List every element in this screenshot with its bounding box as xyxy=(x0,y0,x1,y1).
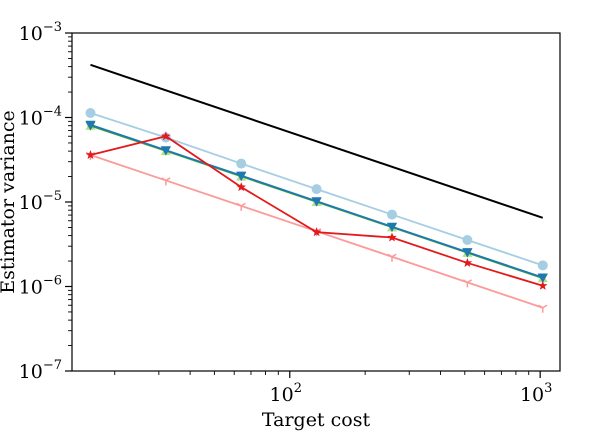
data-point xyxy=(85,120,96,130)
data-point xyxy=(386,209,397,220)
x-axis-label: Target cost xyxy=(262,409,371,431)
y-tick-label: 10−7 xyxy=(19,358,62,383)
data-point xyxy=(160,146,171,156)
data-point xyxy=(236,158,247,169)
data-point xyxy=(85,149,96,160)
data-point xyxy=(85,108,96,119)
data-point xyxy=(387,232,397,242)
series-0 xyxy=(90,63,544,219)
y-tick-label: 10−5 xyxy=(19,189,62,214)
data-point xyxy=(462,235,473,246)
x-tick-label: 102 xyxy=(270,381,302,406)
data-point xyxy=(462,257,473,267)
y-tick-label: 10−6 xyxy=(19,274,62,299)
x-axis-ticks: 102 103 xyxy=(114,371,552,406)
data-point xyxy=(311,184,322,195)
y-tick-label: 10−3 xyxy=(19,20,62,45)
x-tick-label: 103 xyxy=(520,381,552,406)
series-6 xyxy=(85,131,548,290)
data-point xyxy=(311,227,322,237)
data-point xyxy=(462,248,473,258)
series-line xyxy=(90,63,544,219)
series-layer xyxy=(85,63,548,313)
y-axis-ticks: 10−7 10−6 10−5 10−4 10−3 xyxy=(19,20,72,383)
data-point xyxy=(538,280,548,290)
data-point xyxy=(537,273,548,283)
data-point xyxy=(538,304,548,313)
data-point xyxy=(236,202,246,211)
data-point xyxy=(161,131,171,141)
y-axis-label: Estimator variance xyxy=(0,110,19,294)
data-point xyxy=(462,279,473,288)
data-point xyxy=(386,222,397,232)
series-4 xyxy=(85,120,548,283)
data-point xyxy=(387,253,397,262)
y-tick-label: 10−4 xyxy=(19,105,62,130)
series-line xyxy=(90,135,544,287)
series-1 xyxy=(85,108,548,271)
data-point xyxy=(311,197,322,207)
data-point xyxy=(161,177,171,186)
data-point xyxy=(537,260,548,271)
data-point xyxy=(236,182,246,192)
data-point xyxy=(236,171,247,181)
